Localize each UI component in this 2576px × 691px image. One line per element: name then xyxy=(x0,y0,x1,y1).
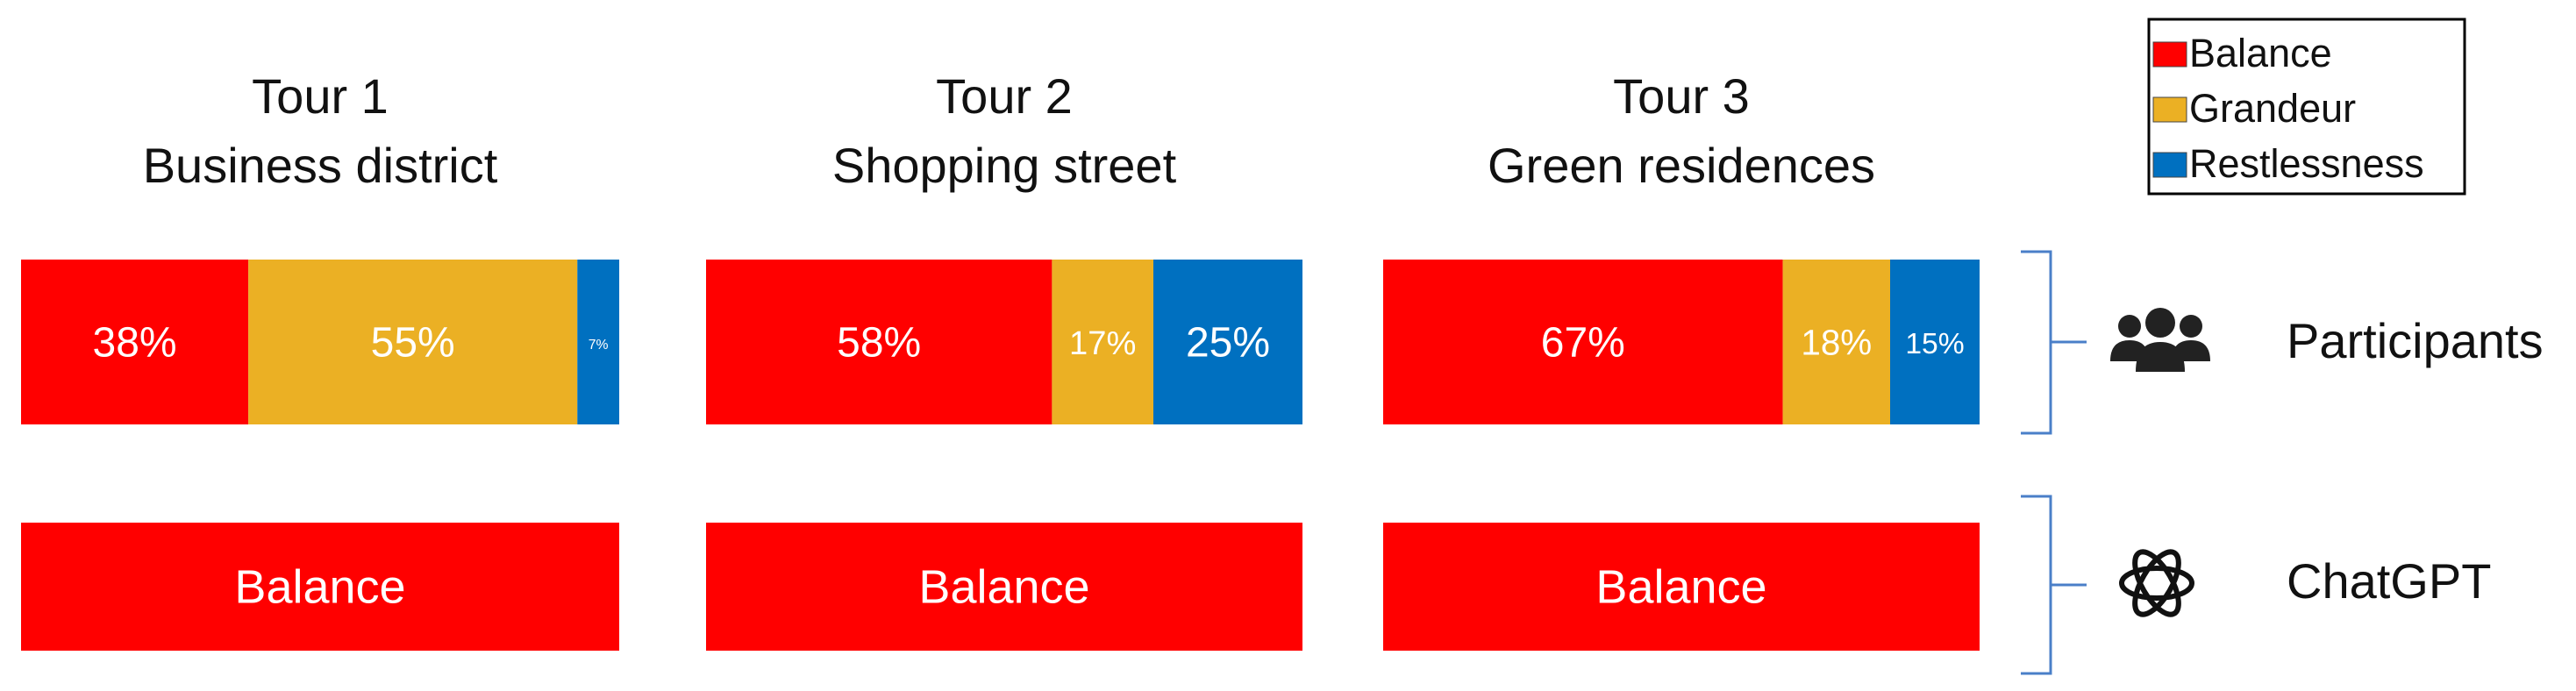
panel-title: Tour 3 xyxy=(1613,68,1750,124)
value-label: 18% xyxy=(1801,323,1872,363)
legend-label: Grandeur xyxy=(2189,86,2356,131)
bar-segment xyxy=(1890,260,1980,424)
panel-subtitle: Business district xyxy=(143,138,498,193)
bar-segment xyxy=(577,260,619,424)
value-label: 25% xyxy=(1186,320,1270,367)
bar-segment xyxy=(1782,260,1890,424)
value-label: 17% xyxy=(1069,324,1136,362)
chatgpt-answer: Balance xyxy=(918,560,1089,613)
bar-segment xyxy=(1153,260,1302,424)
bar-segment xyxy=(248,260,578,424)
panel-title: Tour 1 xyxy=(252,68,389,124)
value-label: 15% xyxy=(1905,328,1964,360)
row-label: Participants xyxy=(2287,313,2544,368)
legend-swatch xyxy=(2152,96,2187,123)
chatgpt-answer: Balance xyxy=(234,560,405,613)
value-label: 55% xyxy=(371,320,455,367)
chatgpt-answer: Balance xyxy=(1595,560,1766,613)
row-label: ChatGPT xyxy=(2287,553,2491,609)
value-label: 67% xyxy=(1541,320,1625,367)
legend-swatch xyxy=(2152,41,2187,68)
bracket xyxy=(2021,250,2087,435)
people-icon xyxy=(2110,308,2210,372)
legend-label: Restlessness xyxy=(2189,141,2424,186)
legend-label: Balance xyxy=(2189,31,2332,75)
chatgpt-bar xyxy=(21,523,619,651)
value-label: 7% xyxy=(589,338,609,353)
panel-title: Tour 2 xyxy=(936,68,1073,124)
chatgpt-bar xyxy=(706,523,1302,651)
chatgpt-icon xyxy=(2119,549,2194,617)
bar-segment xyxy=(1052,260,1153,424)
value-label: 58% xyxy=(837,320,921,367)
bar-segment xyxy=(1383,260,1783,424)
legend-box xyxy=(2147,18,2466,196)
panel-subtitle: Green residences xyxy=(1488,138,1875,193)
panel-subtitle: Shopping street xyxy=(832,138,1177,193)
legend-swatch xyxy=(2152,152,2187,178)
bar-segment xyxy=(706,260,1053,424)
value-label: 38% xyxy=(93,320,177,367)
bar-segment xyxy=(21,260,249,424)
chatgpt-bar xyxy=(1383,523,1980,651)
bracket xyxy=(2021,495,2087,675)
